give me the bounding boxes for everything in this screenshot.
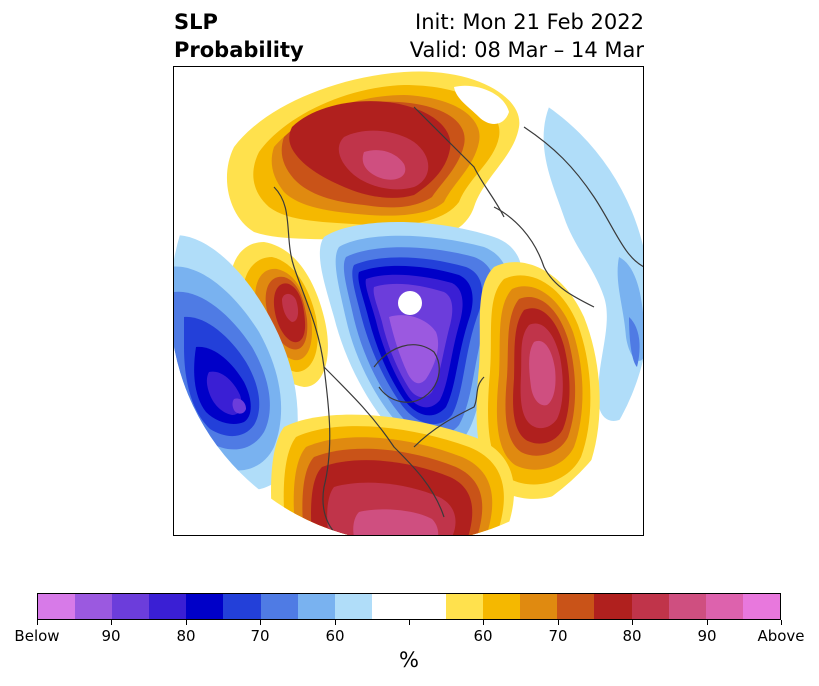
colorbar-tick bbox=[781, 620, 782, 625]
above-region-pacific-northwest bbox=[229, 242, 328, 387]
colorbar-segment bbox=[260, 594, 298, 619]
above-region-southern-us bbox=[271, 414, 514, 535]
colorbar-tick-label: 90 bbox=[697, 627, 717, 645]
colorbar-segment bbox=[446, 594, 484, 619]
colorbar-tick-label: 80 bbox=[622, 627, 642, 645]
colorbar-tick bbox=[409, 620, 410, 625]
colorbar-tick bbox=[37, 620, 38, 625]
probability-map bbox=[173, 66, 644, 536]
colorbar-segment bbox=[520, 594, 558, 619]
above-region-arctic bbox=[226, 71, 520, 244]
colorbar-tick-label: 80 bbox=[176, 627, 196, 645]
colorbar-tick bbox=[111, 620, 112, 625]
colorbar-tick-label: Below bbox=[14, 627, 60, 645]
colorbar-segment bbox=[668, 594, 706, 619]
colorbar-tick-label: 70 bbox=[548, 627, 568, 645]
colorbar-tick bbox=[632, 620, 633, 625]
colorbar-segment bbox=[408, 594, 447, 619]
colorbar bbox=[37, 593, 781, 620]
colorbar-tick bbox=[707, 620, 708, 625]
colorbar-segment bbox=[223, 594, 261, 619]
title-init-date: Init: Mon 21 Feb 2022 bbox=[415, 10, 644, 34]
below-region-canada bbox=[319, 222, 523, 458]
colorbar-tick-label: 70 bbox=[250, 627, 270, 645]
colorbar-segment bbox=[594, 594, 632, 619]
colorbar-segment bbox=[557, 594, 595, 619]
map-title-left: SLP Probability bbox=[174, 8, 304, 64]
title-variable: SLP bbox=[174, 10, 218, 34]
colorbar-segment bbox=[297, 594, 335, 619]
colorbar-segment bbox=[112, 594, 150, 619]
colorbar-tick-label: 90 bbox=[101, 627, 121, 645]
colorbar-segment bbox=[631, 594, 669, 619]
colorbar-segment bbox=[38, 594, 76, 619]
colorbar-tick bbox=[186, 620, 187, 625]
colorbar-segment bbox=[371, 594, 409, 619]
colorbar-segment bbox=[186, 594, 224, 619]
coastlines bbox=[273, 106, 643, 535]
map-canvas bbox=[174, 67, 643, 535]
title-valid-range: Valid: 08 Mar – 14 Mar bbox=[409, 38, 644, 62]
colorbar-unit: % bbox=[399, 648, 419, 672]
colorbar-tick-label: Above bbox=[757, 627, 805, 645]
pole-blank bbox=[398, 291, 422, 315]
colorbar-segment bbox=[705, 594, 743, 619]
title-quantity: Probability bbox=[174, 38, 304, 62]
colorbar-segment bbox=[334, 594, 372, 619]
colorbar-segment bbox=[75, 594, 113, 619]
colorbar-segment bbox=[149, 594, 187, 619]
colorbar-segment bbox=[483, 594, 521, 619]
colorbar-tick bbox=[558, 620, 559, 625]
colorbar-tick-label: 60 bbox=[325, 627, 345, 645]
map-title-right: Init: Mon 21 Feb 2022 Valid: 08 Mar – 14… bbox=[410, 8, 644, 64]
colorbar-tick bbox=[483, 620, 484, 625]
above-region-atlantic bbox=[476, 262, 600, 499]
colorbar-tick-label: 60 bbox=[473, 627, 493, 645]
colorbar-tick bbox=[335, 620, 336, 625]
colorbar-tick bbox=[260, 620, 261, 625]
colorbar-segment bbox=[742, 594, 780, 619]
